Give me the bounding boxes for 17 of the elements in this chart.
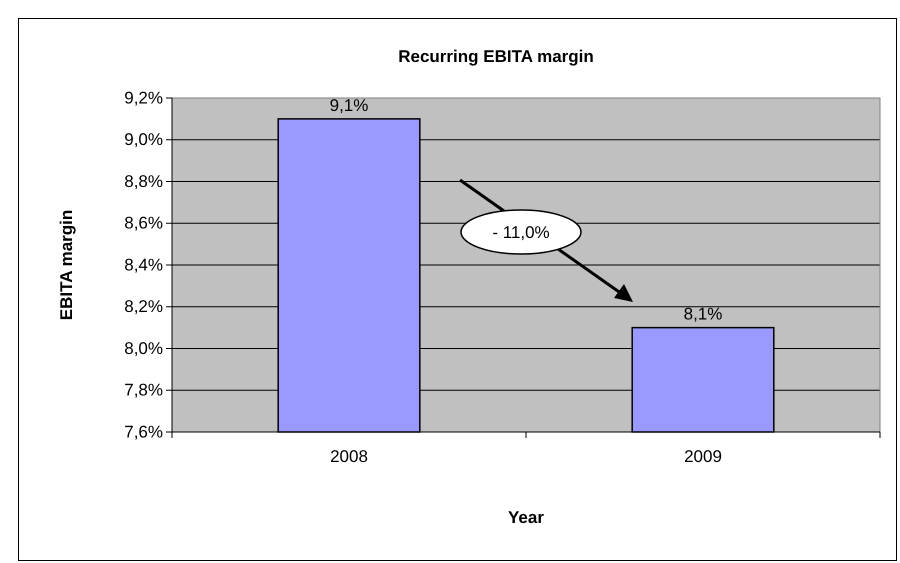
data-label: 9,1% bbox=[330, 96, 368, 115]
y-tick-label: 8,0% bbox=[124, 338, 163, 358]
y-tick-label: 8,8% bbox=[124, 172, 163, 191]
x-tick-label: 2008 bbox=[330, 447, 368, 466]
data-label: 8,1% bbox=[684, 304, 722, 324]
x-axis-title: Year bbox=[508, 508, 544, 527]
y-axis-title: EBITA margin bbox=[57, 210, 76, 320]
y-tick-label: 8,6% bbox=[124, 214, 163, 233]
y-tick-label: 7,8% bbox=[124, 380, 163, 400]
y-tick-label: 8,4% bbox=[124, 255, 163, 274]
x-tick-label: 2009 bbox=[684, 447, 722, 466]
y-tick-label: 9,0% bbox=[124, 130, 163, 150]
annotation: - 11,0% bbox=[492, 223, 550, 242]
y-tick-label: 7,6% bbox=[124, 422, 163, 442]
y-tick-label: 9,2% bbox=[124, 88, 163, 108]
y-tick-label: 8,2% bbox=[124, 297, 163, 316]
chart-title: Recurring EBITA margin bbox=[398, 47, 594, 66]
